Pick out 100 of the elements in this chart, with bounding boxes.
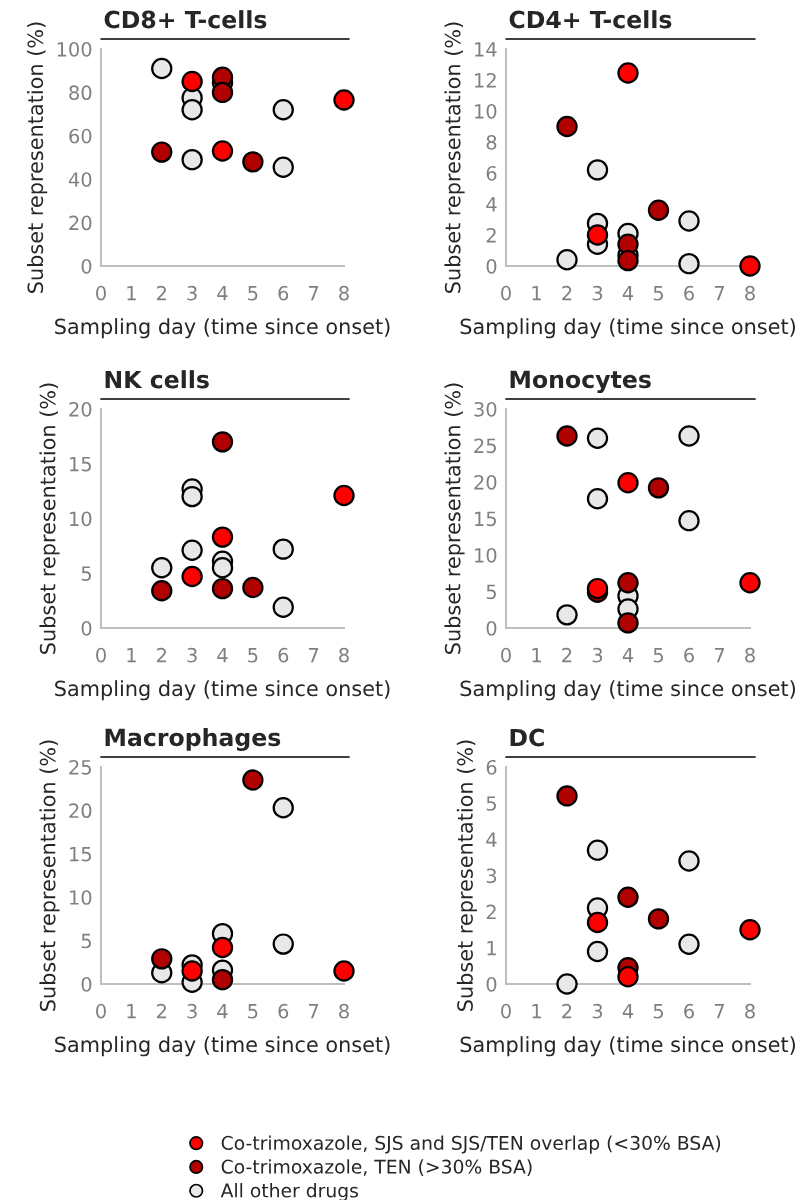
point	[617, 572, 639, 594]
point	[556, 115, 578, 138]
point	[617, 886, 639, 908]
y-tick-label: 5	[81, 933, 91, 949]
y-tick-label: 20	[69, 215, 92, 231]
x-axis-title: Sampling day (time since onset)	[55, 318, 390, 339]
point	[647, 477, 670, 499]
point	[556, 785, 578, 807]
point	[617, 249, 639, 272]
point	[211, 936, 234, 959]
point	[272, 538, 294, 560]
x-tick-label: 3	[592, 647, 603, 663]
y-tick-label: 12	[475, 72, 496, 88]
point	[151, 948, 173, 970]
x-tick-label: 8	[745, 285, 755, 301]
point	[586, 940, 609, 963]
x-tick-label: 1	[532, 286, 541, 301]
point	[333, 89, 355, 111]
legend-label: Co-trimoxazole, SJS and SJS/TEN overlap (<30% BSA)	[221, 1135, 721, 1154]
x-tick-label: 2	[562, 647, 572, 663]
x-tick-label: 0	[501, 647, 511, 663]
y-tick-label: 6	[486, 165, 497, 181]
point	[556, 973, 578, 995]
point	[586, 159, 609, 181]
x-tick-label: 5	[653, 286, 663, 301]
y-tick-label: 3	[486, 868, 497, 884]
x-tick-label: 3	[187, 285, 197, 301]
point	[211, 968, 234, 991]
x-axis-title: Sampling day (time since onset)	[460, 318, 795, 339]
y-tick-label: 0	[81, 976, 92, 992]
chart-title: CD8+ T-cells	[104, 10, 267, 29]
y-tick-label: 40	[68, 172, 92, 187]
y-tick-label: 2	[486, 227, 496, 243]
point	[586, 224, 609, 246]
point	[678, 933, 700, 955]
y-tick-label: 0	[81, 258, 92, 274]
point	[647, 199, 670, 221]
point	[617, 966, 639, 988]
y-axis-title: Subset representation (%)	[444, 22, 465, 293]
y-tick-label: 5	[81, 566, 91, 581]
point	[678, 510, 700, 532]
point	[586, 839, 609, 861]
point	[556, 425, 578, 447]
x-tick-label: 5	[248, 286, 258, 301]
point	[678, 252, 700, 275]
chart-title: DC	[510, 728, 544, 747]
x-tick-label: 0	[501, 285, 511, 301]
y-axis-title: Subset representation (%)	[39, 740, 60, 1011]
chart-title: Macrophages	[105, 727, 281, 751]
point	[211, 431, 234, 453]
y-tick-label: 0	[486, 258, 497, 274]
y-tick-label: 10	[70, 511, 92, 527]
x-tick-label: 3	[187, 1003, 197, 1019]
x-tick-label: 1	[532, 1004, 541, 1019]
y-tick-label: 80	[69, 85, 92, 101]
y-tick-label: 6	[486, 759, 497, 775]
y-tick-label: 5	[486, 584, 496, 600]
x-tick-label: 7	[309, 286, 319, 301]
y-axis-title: Subset representation (%)	[39, 383, 60, 654]
y-axis-title: Subset representation (%)	[456, 740, 477, 1011]
x-tick-label: 7	[309, 1004, 319, 1019]
x-tick-label: 6	[684, 285, 694, 301]
x-tick-label: 6	[684, 647, 694, 663]
x-axis-title: Sampling day (time since onset)	[460, 680, 795, 701]
point	[586, 911, 609, 934]
x-tick-label: 2	[156, 285, 166, 301]
y-tick-label: 25	[474, 438, 496, 454]
y-tick-label: 20	[474, 474, 497, 490]
point	[272, 797, 294, 819]
x-tick-label: 2	[156, 1003, 166, 1019]
y-axis-title: Subset representation (%)	[444, 383, 465, 654]
x-tick-label: 0	[96, 285, 106, 301]
x-tick-label: 4	[217, 648, 228, 663]
point	[617, 472, 639, 494]
point	[739, 572, 761, 594]
point	[211, 526, 234, 548]
point	[242, 151, 264, 173]
x-tick-label: 3	[592, 285, 603, 301]
x-tick-label: 5	[653, 1004, 663, 1019]
y-tick-label: 8	[486, 134, 497, 150]
point	[181, 565, 203, 588]
point	[181, 148, 203, 171]
x-tick-label: 3	[187, 647, 197, 663]
x-tick-label: 2	[562, 285, 572, 301]
x-tick-label: 1	[532, 648, 541, 663]
x-tick-label: 8	[745, 1003, 755, 1019]
point	[333, 960, 355, 982]
y-axis-title: Subset representation (%)	[27, 22, 48, 293]
point	[272, 596, 294, 618]
x-tick-label: 7	[714, 286, 725, 301]
y-tick-label: 30	[474, 401, 497, 417]
x-tick-label: 4	[622, 1004, 634, 1019]
y-tick-label: 2	[486, 904, 496, 920]
y-tick-label: 60	[69, 128, 92, 144]
point	[678, 210, 700, 232]
x-tick-label: 2	[562, 1003, 572, 1019]
x-tick-label: 4	[217, 286, 228, 301]
y-tick-label: 20	[69, 803, 92, 819]
point	[272, 99, 294, 121]
point	[211, 557, 234, 579]
